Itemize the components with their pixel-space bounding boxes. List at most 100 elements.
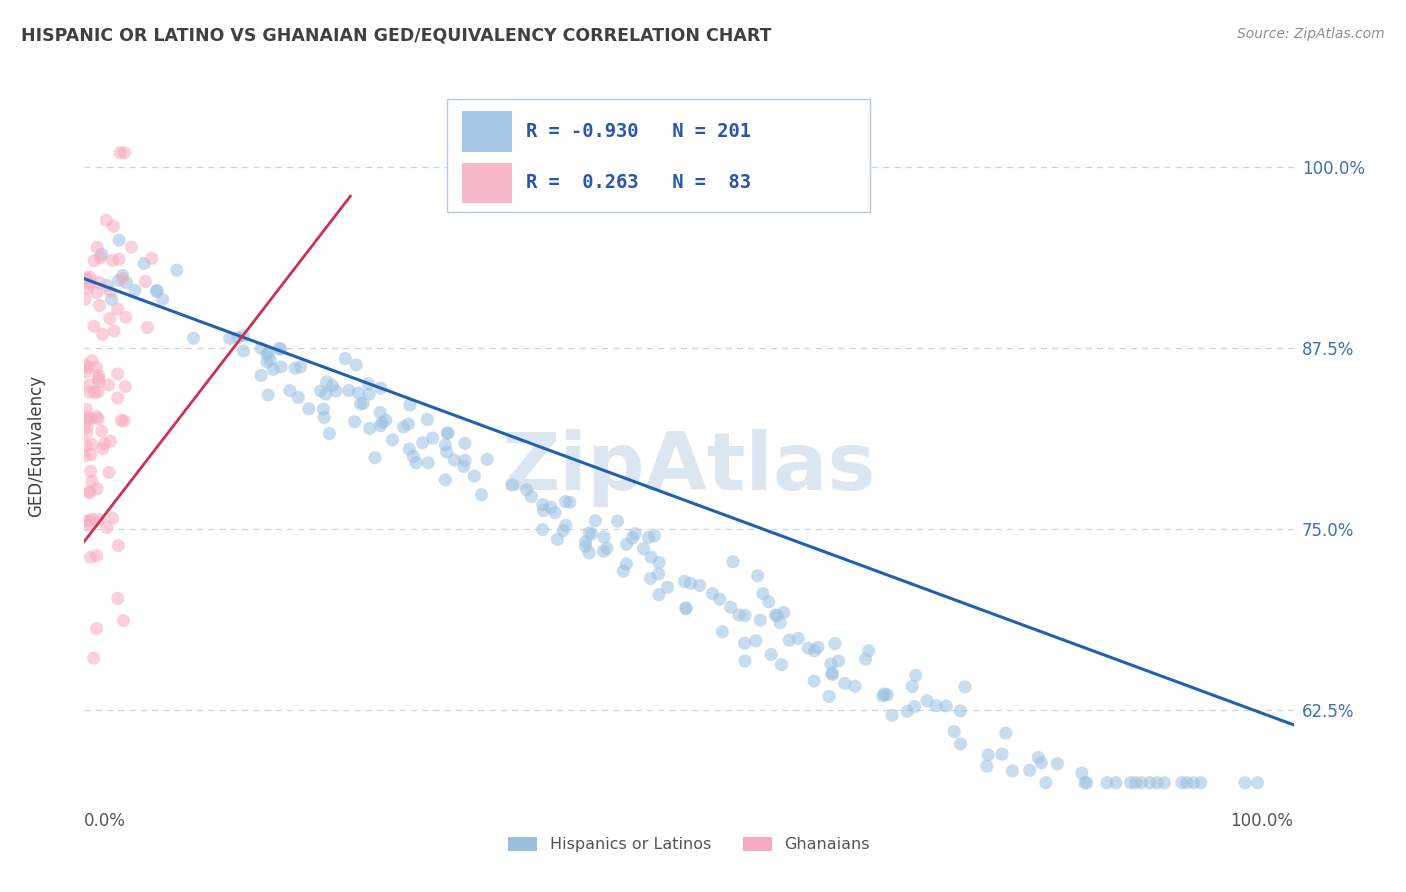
Point [640, 550, 662, 565]
Point [416, 412, 439, 426]
Point [436, 426, 458, 441]
FancyBboxPatch shape [447, 99, 870, 212]
Point [873, 687, 896, 701]
Point [575, 534, 598, 549]
Point [309, 384, 332, 398]
Point [475, 452, 498, 467]
Point [679, 576, 702, 591]
Point [583, 514, 606, 528]
Point [533, 503, 555, 517]
Point [111, 268, 134, 283]
Point [250, 341, 273, 355]
Point [876, 688, 898, 702]
Point [152, 293, 174, 307]
Point [89, 375, 111, 389]
Point [80, 354, 103, 368]
Point [79, 277, 101, 291]
Point [398, 442, 420, 456]
Point [134, 256, 156, 270]
Point [807, 640, 830, 655]
Point [470, 488, 492, 502]
Point [855, 652, 877, 666]
Point [949, 737, 972, 751]
Point [720, 600, 742, 615]
Point [765, 608, 787, 623]
Point [112, 614, 135, 628]
Point [73, 358, 96, 372]
Text: GED/Equivalency: GED/Equivalency [27, 375, 45, 517]
Point [76, 518, 98, 533]
Point [640, 572, 662, 586]
Point [77, 281, 100, 295]
Point [896, 704, 918, 718]
Point [89, 251, 111, 265]
Point [578, 546, 600, 560]
Point [872, 689, 894, 703]
Point [949, 704, 972, 718]
Point [89, 299, 111, 313]
Point [675, 601, 697, 615]
Point [844, 679, 866, 693]
Point [803, 673, 825, 688]
Point [77, 485, 100, 500]
Point [1146, 776, 1168, 790]
Point [77, 377, 100, 392]
Point [107, 301, 129, 316]
Point [87, 411, 110, 425]
Point [75, 514, 97, 528]
Point [370, 381, 392, 395]
Text: R =  0.263   N =  83: R = 0.263 N = 83 [526, 173, 751, 192]
Point [422, 431, 444, 445]
Point [553, 524, 575, 538]
Point [624, 526, 647, 541]
Point [352, 396, 374, 410]
FancyBboxPatch shape [461, 162, 512, 202]
Point [531, 523, 554, 537]
Point [434, 438, 457, 452]
Point [359, 387, 381, 401]
Point [1031, 756, 1053, 770]
Point [544, 506, 567, 520]
Point [381, 433, 404, 447]
Point [75, 402, 97, 417]
Point [1026, 750, 1049, 764]
Point [73, 292, 96, 306]
Point [770, 657, 793, 672]
Point [77, 360, 100, 375]
Point [108, 233, 131, 247]
Point [103, 324, 125, 338]
Point [749, 613, 772, 627]
Point [396, 417, 419, 432]
Point [1074, 776, 1097, 790]
Point [115, 276, 138, 290]
Point [412, 435, 434, 450]
Point [93, 436, 115, 450]
Point [259, 353, 281, 368]
Point [146, 284, 169, 298]
Point [745, 633, 768, 648]
Point [256, 355, 278, 369]
Legend: Hispanics or Latinos, Ghanaians: Hispanics or Latinos, Ghanaians [502, 830, 876, 859]
Point [269, 342, 291, 356]
Point [89, 512, 111, 526]
Point [344, 358, 367, 372]
Point [454, 436, 477, 450]
Point [1246, 776, 1268, 790]
Point [83, 651, 105, 665]
Point [114, 145, 136, 160]
Point [953, 680, 976, 694]
Point [721, 555, 744, 569]
Point [772, 606, 794, 620]
Point [120, 240, 142, 254]
Text: HISPANIC OR LATINO VS GHANAIAN GED/EQUIVALENCY CORRELATION CHART: HISPANIC OR LATINO VS GHANAIAN GED/EQUIV… [21, 27, 772, 45]
Point [98, 285, 121, 299]
Point [371, 416, 394, 430]
Point [349, 397, 371, 411]
Text: 100.0%: 100.0% [1230, 812, 1294, 830]
Point [596, 541, 619, 556]
Point [82, 512, 104, 526]
Point [79, 550, 101, 565]
Point [107, 591, 129, 606]
Point [824, 636, 846, 650]
FancyBboxPatch shape [461, 112, 512, 152]
